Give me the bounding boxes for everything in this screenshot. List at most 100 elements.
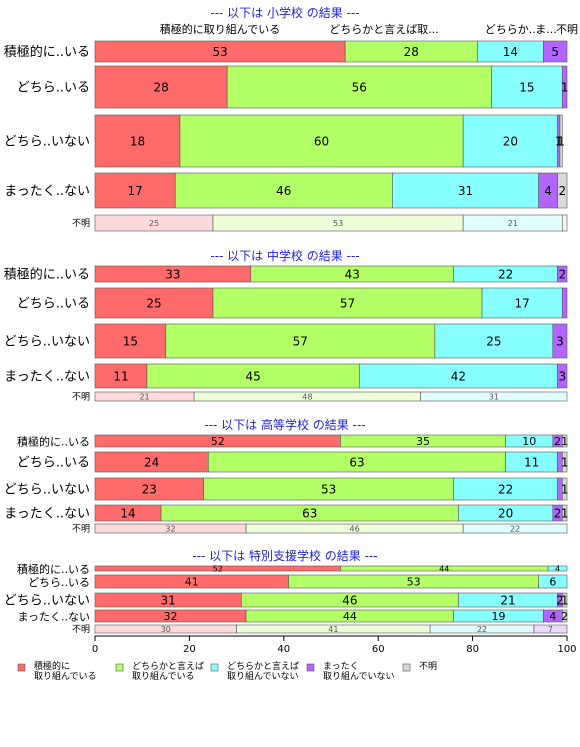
bar-segment [561, 477, 568, 501]
row-label: どちら..いない [4, 594, 90, 609]
data-label: 22 [510, 524, 520, 533]
data-label: 17 [515, 296, 530, 310]
data-label: 11 [113, 369, 128, 383]
bar-segment [420, 391, 568, 402]
bar-segment [547, 565, 568, 572]
bar-segment [94, 114, 181, 168]
row-label: 積極的に..いる [17, 435, 90, 449]
data-label: 24 [144, 455, 159, 469]
data-label: 19 [492, 610, 506, 623]
data-label: 1 [561, 482, 569, 496]
bar-segment [174, 172, 393, 209]
bar-segment [146, 363, 360, 389]
data-label: 45 [245, 369, 260, 383]
panel-title: --- 以下は 中学校 の結果 --- [210, 248, 359, 263]
bar-segment [359, 363, 558, 389]
data-label: 56 [352, 80, 367, 94]
data-label: 46 [342, 593, 357, 607]
bar-segment [561, 609, 568, 623]
bar-segment [94, 363, 148, 389]
data-label: 31 [489, 392, 499, 401]
data-label: 2 [558, 184, 566, 198]
data-label: 2 [561, 610, 568, 623]
row-label: 不明 [72, 624, 90, 635]
row-label: まったく..ない [4, 184, 90, 199]
bar-segment [561, 451, 568, 473]
bar-segment [94, 323, 167, 359]
data-label: 2 [556, 593, 564, 607]
data-label: 2 [554, 506, 562, 520]
data-label: 52 [211, 435, 225, 448]
bar-segment [94, 65, 228, 109]
panel-title: --- 以下は 特別支援学校 の結果 --- [192, 548, 377, 563]
data-label: 14 [503, 45, 518, 59]
legend-label: どちらかと言えば [227, 660, 299, 672]
data-label: 1 [561, 506, 569, 520]
data-label: 46 [276, 184, 291, 198]
legend-label-line2: 取り組んでいない [323, 670, 395, 682]
data-label: 4 [549, 610, 556, 623]
row-label: 不明 [72, 524, 90, 535]
bar-segment [533, 624, 568, 634]
data-label: 63 [302, 506, 317, 520]
legend-label-line2: 取り組んでいる [34, 670, 97, 682]
bar-segment [543, 40, 568, 63]
data-label: 41 [185, 575, 199, 588]
data-label: 60 [314, 134, 329, 148]
row-label: どちら..いる [17, 297, 90, 312]
legend-swatch [402, 663, 411, 672]
bar-segment [179, 114, 464, 168]
bar-segment [561, 214, 568, 232]
data-label: 57 [293, 334, 308, 348]
data-label: 22 [477, 625, 487, 634]
series-header-label: ま... [535, 23, 557, 36]
bar-segment [538, 574, 568, 589]
data-label: 53 [333, 219, 343, 228]
data-label: 25 [146, 296, 161, 310]
bar-segment [165, 323, 436, 359]
data-label: 31 [161, 593, 176, 607]
row-label: どちら..いない [4, 335, 90, 350]
legend-label-line2: 取り組んでいない [227, 670, 299, 682]
data-label: 4 [555, 564, 560, 573]
data-label: 43 [345, 267, 360, 281]
panel-title: --- 以下は 小学校 の結果 --- [210, 5, 359, 20]
data-label: 23 [142, 482, 157, 496]
data-label: 4 [544, 184, 552, 198]
data-label: 53 [212, 45, 227, 59]
legend-swatch [210, 663, 219, 672]
data-label: 7 [548, 625, 553, 634]
row-label: 積極的に..いる [4, 267, 90, 283]
bar-segment [559, 114, 563, 168]
data-label: 1 [557, 134, 565, 148]
data-label: 44 [439, 564, 449, 573]
bar-segment [561, 592, 568, 608]
row-label: 積極的に..いる [17, 562, 90, 576]
data-label: 52 [213, 564, 223, 573]
x-tick-label: 80 [466, 644, 479, 655]
data-label: 21 [508, 219, 518, 228]
data-label: 20 [503, 134, 518, 148]
row-label: どちら..いない [4, 135, 90, 150]
row-label: 積極的に..いる [4, 44, 90, 60]
row-label: まったく..ない [4, 507, 90, 522]
data-label: 5 [551, 45, 559, 59]
bar-segment [226, 65, 492, 109]
data-label: 21 [139, 392, 149, 401]
data-label: 1 [561, 435, 568, 448]
bar-segment [462, 523, 568, 534]
data-label: 48 [302, 392, 312, 401]
row-label: 不明 [72, 392, 90, 403]
row-label: どちら..いる [28, 576, 90, 589]
series-header-label: どちらかと言えば取... [329, 23, 439, 36]
data-label: 22 [498, 482, 513, 496]
legend-label: まったく [323, 661, 359, 672]
data-label: 1 [555, 134, 563, 148]
row-label: どちら..いる [17, 456, 90, 471]
bar-segment [212, 287, 483, 319]
bar-segment [561, 434, 568, 448]
data-label: 17 [127, 184, 142, 198]
series-header-label: 積極的に取り組んでいる [160, 22, 280, 36]
data-label: 33 [165, 267, 180, 281]
